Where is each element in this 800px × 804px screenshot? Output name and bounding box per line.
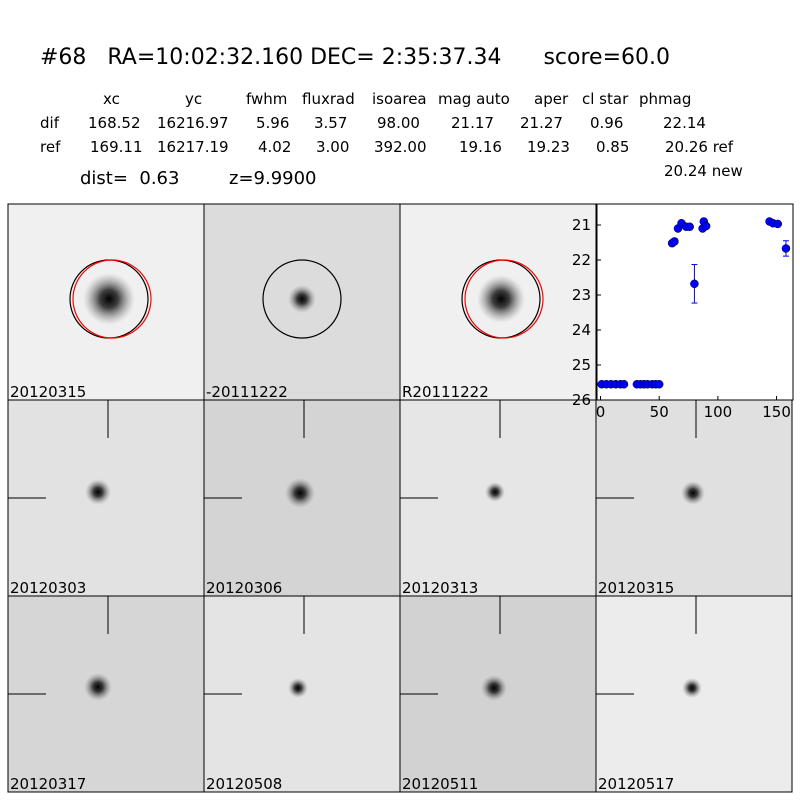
- table-cell: 4.02: [258, 138, 291, 156]
- table-cell: 19.16: [459, 138, 502, 156]
- y-tick-label: 26: [572, 391, 591, 409]
- y-tick-label: 22: [572, 251, 591, 269]
- x-tick-label: 100: [704, 403, 733, 421]
- star: [681, 481, 705, 505]
- aperture: [262, 259, 342, 339]
- table-cell: 21.27: [520, 114, 563, 132]
- star: [84, 673, 112, 701]
- point: [654, 380, 664, 389]
- y-tick-label: 25: [572, 356, 591, 374]
- star: [477, 275, 525, 323]
- column-header: yc: [185, 90, 202, 108]
- star: [85, 479, 111, 505]
- panel-label: 20120303: [10, 579, 86, 597]
- extra-phmag: 20.24 new: [664, 162, 743, 180]
- table-cell: 0.85: [596, 138, 629, 156]
- panel-label: 20120313: [402, 579, 478, 597]
- row-label: ref: [40, 138, 61, 156]
- point: [773, 219, 782, 229]
- panel-label: 20120508: [206, 775, 282, 793]
- point: [781, 244, 791, 253]
- table-cell: 21.17: [451, 114, 494, 132]
- star: [288, 678, 308, 698]
- x-tick-label: 0: [596, 403, 606, 421]
- panel-label: 20120306: [206, 579, 282, 597]
- column-header: mag auto: [438, 90, 510, 108]
- table-cell: 168.52: [88, 114, 141, 132]
- table-cell: 98.00: [377, 114, 420, 132]
- column-header: aper: [534, 90, 569, 108]
- column-header: phmag: [639, 90, 691, 108]
- star: [83, 273, 135, 325]
- dist: dist= 0.63: [80, 168, 179, 189]
- row-label: dif: [40, 114, 60, 132]
- point: [685, 222, 694, 231]
- table-cell: 16217.19: [157, 138, 229, 156]
- chart-area: [596, 203, 794, 401]
- column-header: isoarea: [372, 90, 427, 108]
- table-cell: 20.26 ref: [665, 138, 734, 156]
- y-tick-label: 24: [572, 321, 591, 339]
- star: [285, 478, 315, 508]
- star: [288, 285, 316, 313]
- panel-label: 20120317: [10, 775, 86, 793]
- panel-label: 20120315: [598, 579, 674, 597]
- star: [485, 482, 505, 502]
- y-tick-label: 21: [572, 216, 591, 234]
- panel-label: 20120511: [402, 775, 478, 793]
- table-cell: 0.96: [590, 114, 623, 132]
- table-cell: 169.11: [90, 138, 143, 156]
- table-cell: 16216.97: [157, 114, 229, 132]
- y-tick-label: 23: [572, 286, 591, 304]
- x-tick-label: 150: [762, 403, 791, 421]
- aperture-ref: [464, 259, 544, 339]
- panel-label: R20111222: [402, 383, 489, 401]
- panel-label: -20111222: [206, 383, 288, 401]
- x-tick-label: 50: [650, 403, 669, 421]
- point: [670, 237, 679, 246]
- table-cell: 5.96: [256, 114, 289, 132]
- panel-label: 20120315: [10, 383, 86, 401]
- point: [690, 279, 699, 289]
- column-header: xc: [103, 90, 120, 108]
- table-cell: 3.00: [316, 138, 349, 156]
- column-header: fwhm: [246, 90, 287, 108]
- z: z=9.9900: [229, 168, 317, 189]
- column-header: cl star: [582, 90, 629, 108]
- title: #68 RA=10:02:32.160 DEC= 2:35:37.34 scor…: [40, 45, 670, 70]
- table-cell: 392.00: [374, 138, 427, 156]
- star: [481, 675, 507, 701]
- panel-label: 20120517: [598, 775, 674, 793]
- point: [701, 221, 711, 231]
- star: [682, 678, 702, 698]
- table-cell: 3.57: [314, 114, 347, 132]
- table-cell: 19.23: [527, 138, 570, 156]
- point: [619, 380, 629, 389]
- aperture-ref: [72, 259, 152, 339]
- table-cell: 22.14: [663, 114, 706, 132]
- column-header: fluxrad: [302, 90, 355, 108]
